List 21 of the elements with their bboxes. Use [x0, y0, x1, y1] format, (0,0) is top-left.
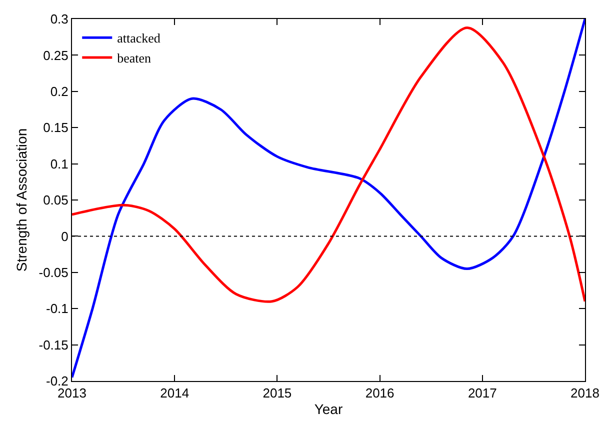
legend-label: attacked: [117, 30, 161, 46]
y-tick-label: 0.05: [43, 192, 68, 208]
legend-label: beaten: [117, 50, 152, 66]
x-tick-label: 2017: [468, 386, 497, 401]
x-tick-label: 2015: [262, 386, 292, 401]
x-axis-title: Year: [314, 400, 343, 417]
line-series: [72, 26, 585, 303]
y-tick-label: 0.3: [50, 12, 68, 27]
line-series: [72, 19, 585, 379]
y-axis-title: Strength of Association: [13, 128, 30, 272]
y-tick-label: 0: [61, 228, 68, 244]
y-tick-label: 0.15: [43, 120, 68, 136]
y-tick-label: 0.1: [50, 156, 68, 172]
x-tick-label: 2016: [365, 386, 394, 401]
x-tick-label: 2018: [570, 386, 600, 401]
y-tick-label: 0.2: [50, 84, 68, 99]
y-tick-label: -0.05: [38, 264, 68, 280]
y-tick-label: -0.1: [46, 301, 68, 316]
x-tick-label: 2014: [160, 386, 190, 401]
y-tick-label: -0.15: [38, 337, 68, 352]
y-tick-label: 0.25: [43, 48, 68, 63]
